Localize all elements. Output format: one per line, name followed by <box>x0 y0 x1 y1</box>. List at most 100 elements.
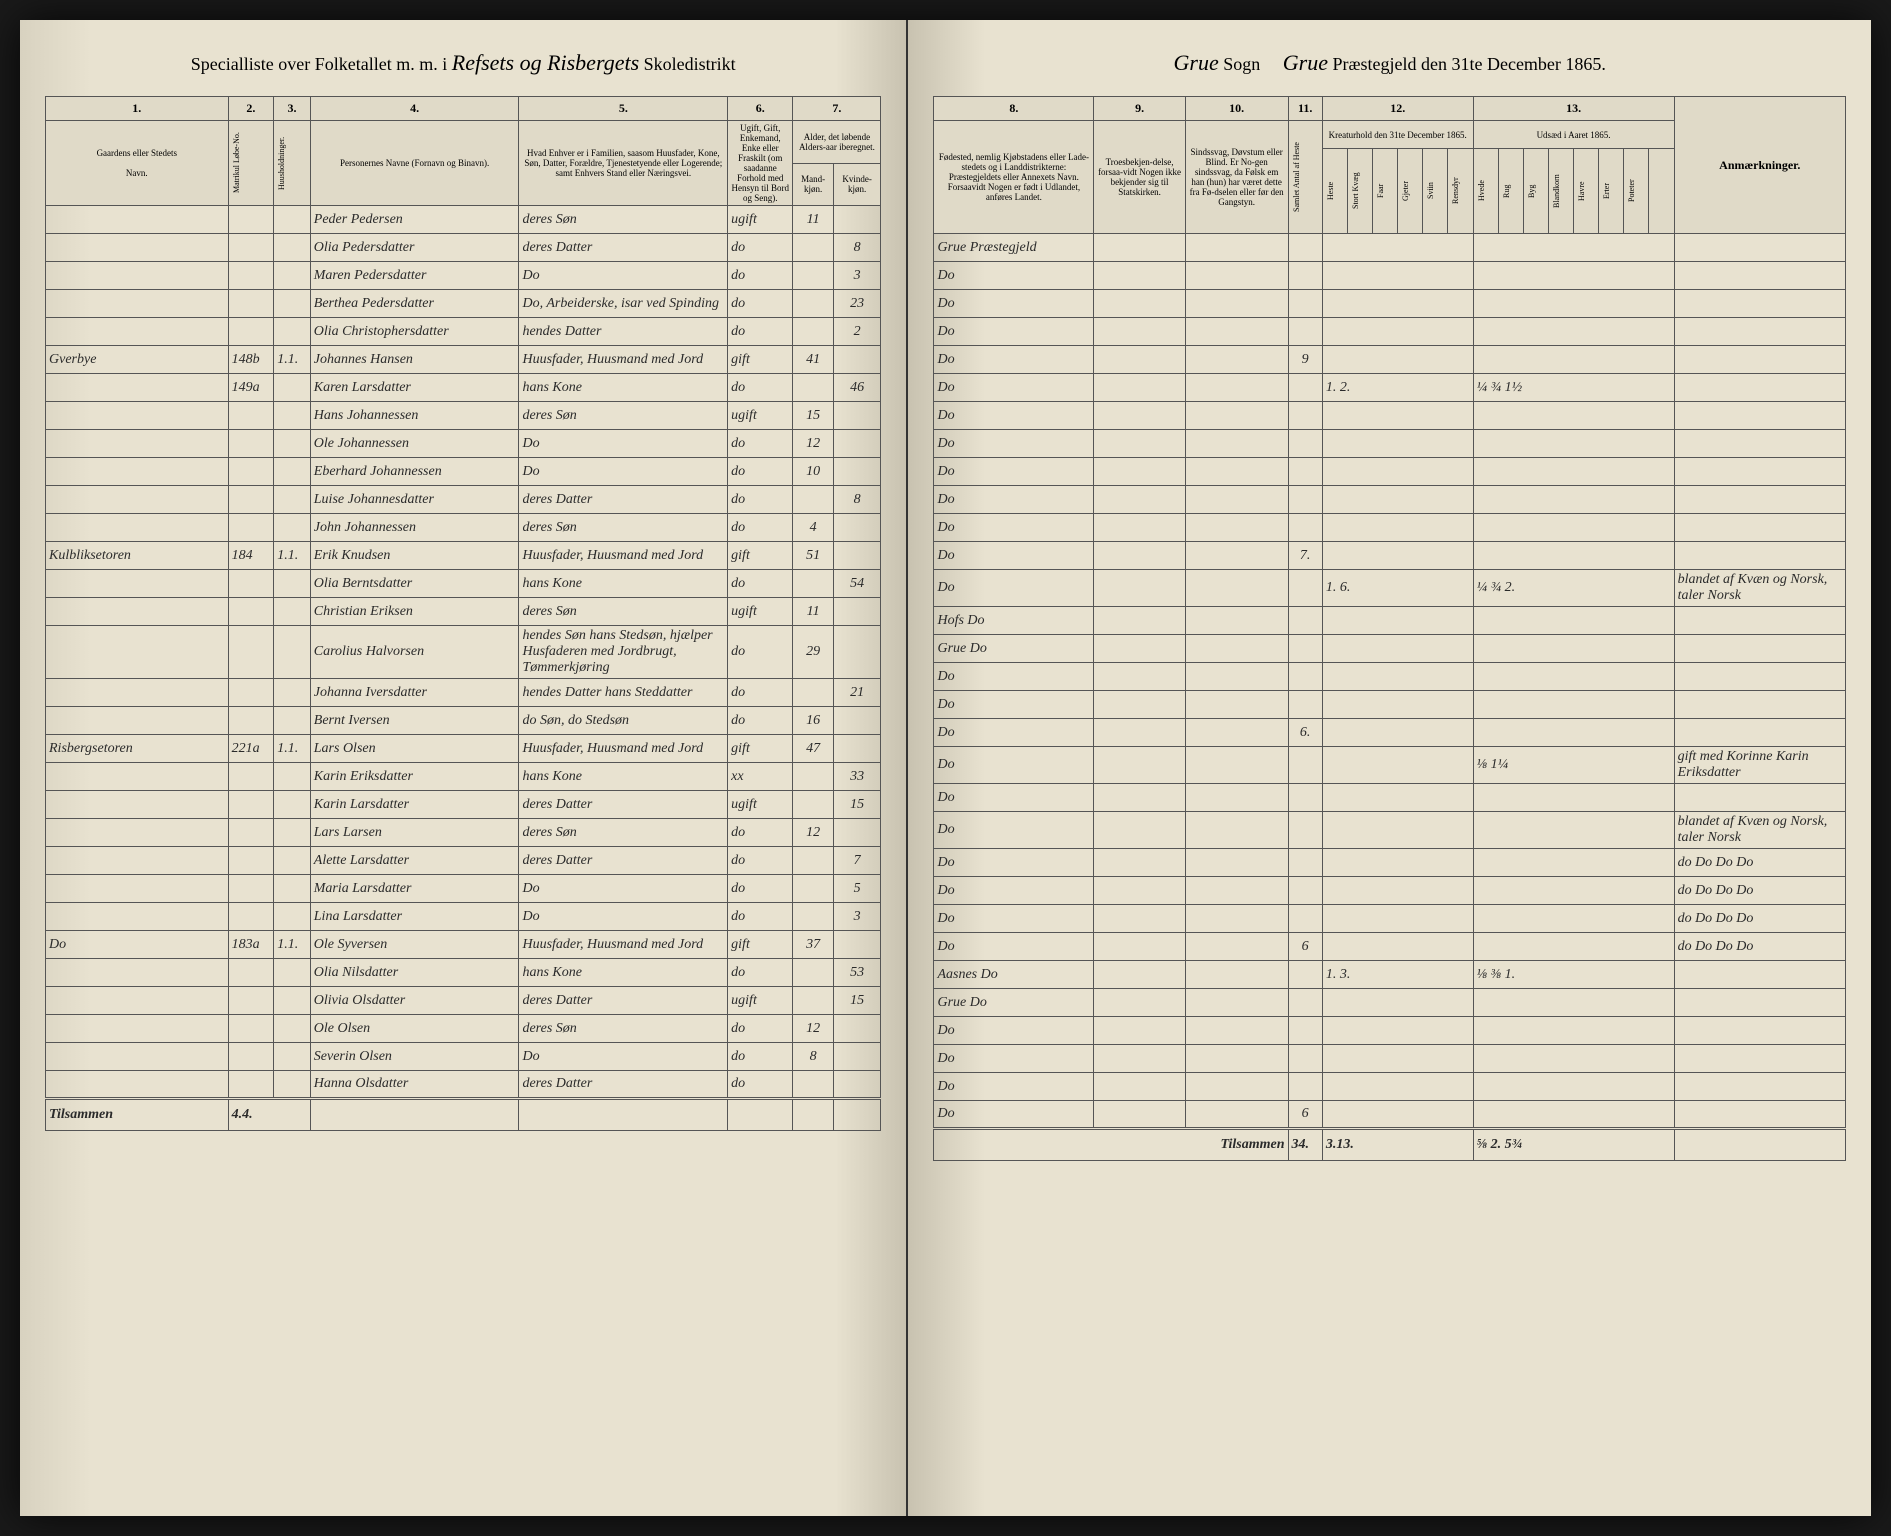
col-hus-head: Huusholdninger. <box>274 121 311 206</box>
col11-num: 11. <box>1288 97 1322 121</box>
table-row: Ole Olsenderes Søndo12 <box>46 1015 881 1043</box>
table-row: Olia Pedersdatterderes Datterdo8 <box>46 234 881 262</box>
table-row: Gverbye148b1.1.Johannes HansenHuusfader,… <box>46 346 881 374</box>
table-row: Dodo Do Do Do <box>934 905 1846 933</box>
sogn-label: Sogn <box>1223 54 1260 74</box>
table-row: Eberhard JohannessenDodo10 <box>46 458 881 486</box>
table-row: Grue Præstegjeld <box>934 234 1846 262</box>
census-book: Specialliste over Folketallet m. m. i Re… <box>20 20 1871 1516</box>
table-row: Do1. 6.¼ ¾ 2.blandet af Kvæn og Norsk, t… <box>934 570 1846 607</box>
table-row: Ole JohannessenDodo12 <box>46 430 881 458</box>
header-district: Refsets og Risbergets <box>452 50 639 75</box>
sogn-name: Grue <box>1174 50 1219 75</box>
header-prefix: Specialliste over Folketallet m. m. i <box>191 54 447 74</box>
sum-c13: ⅝ 2. 5¾ <box>1473 1129 1674 1161</box>
table-row: Do <box>934 1017 1846 1045</box>
col8-head: Fødested, nemlig Kjøbstadens eller Lade-… <box>934 121 1094 234</box>
col5-num: 5. <box>519 97 728 121</box>
table-row: Dodo Do Do Do <box>934 877 1846 905</box>
table-row: Carolius Halvorsenhendes Søn hans Stedsø… <box>46 626 881 679</box>
table-row: Maren PedersdatterDodo3 <box>46 262 881 290</box>
right-header: Grue Sogn Grue Præstegjeld den 31te Dece… <box>933 50 1846 76</box>
col13-num: 13. <box>1473 97 1674 121</box>
col7k-head: Kvinde-kjøn. <box>833 163 881 206</box>
left-footer-row: Tilsammen 4.4. <box>46 1099 881 1131</box>
table-row: Do6. <box>934 719 1846 747</box>
table-row: Do <box>934 1045 1846 1073</box>
col1-head: Gaardens eller Stedets Navn. <box>46 121 229 206</box>
tilsammen-label: Tilsammen <box>46 1099 229 1131</box>
table-row: Do <box>934 318 1846 346</box>
right-page: Grue Sogn Grue Præstegjeld den 31te Dece… <box>908 20 1871 1516</box>
col1-num: 1. <box>46 97 229 121</box>
table-row: Do <box>934 430 1846 458</box>
table-row: Doblandet af Kvæn og Norsk, taler Norsk <box>934 812 1846 849</box>
table-row: Peder Pedersenderes Sønugift11 <box>46 206 881 234</box>
table-row: Do <box>934 1073 1846 1101</box>
table-row: Olia Christophersdatterhendes Datterdo2 <box>46 318 881 346</box>
table-row: Lars Larsenderes Søndo12 <box>46 819 881 847</box>
col-anm-head: Anmærkninger. <box>1674 97 1845 234</box>
right-footer-row: Tilsammen 34. 3.13. ⅝ 2. 5¾ <box>934 1129 1846 1161</box>
right-table: 8. 9. 10. 11. 12. 13. Anmærkninger. Føde… <box>933 96 1846 1161</box>
col10-num: 10. <box>1185 97 1288 121</box>
table-row: Do <box>934 691 1846 719</box>
table-row: Olia Nilsdatterhans Konedo53 <box>46 959 881 987</box>
table-row: Aasnes Do1. 3.⅛ ⅜ 1. <box>934 961 1846 989</box>
table-row: Karin Larsdatterderes Datterugift15 <box>46 791 881 819</box>
table-row: Kulbliksetoren1841.1.Erik KnudsenHuusfad… <box>46 542 881 570</box>
table-row: Do <box>934 458 1846 486</box>
col2-num: 2. <box>228 97 274 121</box>
table-row: Do⅛ 1¼gift med Korinne Karin Eriksdatter <box>934 747 1846 784</box>
table-row: Do <box>934 784 1846 812</box>
col3-num: 3. <box>274 97 311 121</box>
col11-head: Samlet Antal af Heste <box>1288 121 1322 234</box>
table-row: Alette Larsdatterderes Datterdo7 <box>46 847 881 875</box>
prestegjeld-name: Grue <box>1283 50 1328 75</box>
left-sum: 4.4. <box>228 1099 310 1131</box>
table-row: Severin OlsenDodo8 <box>46 1043 881 1071</box>
table-row: Hanna Olsdatterderes Datterdo <box>46 1071 881 1099</box>
col8-num: 8. <box>934 97 1094 121</box>
col6-head: Ugift, Gift, Enkemand, Enke eller Fraski… <box>728 121 793 206</box>
table-row: Do6do Do Do Do <box>934 933 1846 961</box>
table-row: Hans Johannessenderes Sønugift15 <box>46 402 881 430</box>
table-row: 149aKaren Larsdatterhans Konedo46 <box>46 374 881 402</box>
col13-head: Udsæd i Aaret 1865. <box>1473 121 1674 149</box>
table-row: Lina LarsdatterDodo3 <box>46 903 881 931</box>
table-row: Karin Eriksdatterhans Konexx33 <box>46 763 881 791</box>
table-row: Do6 <box>934 1101 1846 1129</box>
col10-head: Sindssvag, Døvstum eller Blind. Er No-ge… <box>1185 121 1288 234</box>
table-row: Berthea PedersdatterDo, Arbeiderske, isa… <box>46 290 881 318</box>
table-row: Luise Johannesdatterderes Datterdo8 <box>46 486 881 514</box>
col9-num: 9. <box>1094 97 1185 121</box>
date-label: Præstegjeld den 31te December 1865. <box>1332 54 1605 74</box>
table-row: Do183a1.1.Ole SyversenHuusfader, Huusman… <box>46 931 881 959</box>
table-row: Christian Eriksenderes Sønugift11 <box>46 598 881 626</box>
table-row: Grue Do <box>934 635 1846 663</box>
col7m-head: Mand-kjøn. <box>793 163 833 206</box>
col12-head: Kreaturhold den 31te December 1865. <box>1322 121 1473 149</box>
col4-head: Personernes Navne (Fornavn og Binavn). <box>310 121 519 206</box>
left-table: 1. 2. 3. 4. 5. 6. 7. Gaardens eller Sted… <box>45 96 881 1131</box>
table-row: Grue Do <box>934 989 1846 1017</box>
table-row: Do <box>934 663 1846 691</box>
col-matr-head: Matrikul Løbe-No. <box>228 121 274 206</box>
table-row: Maria LarsdatterDodo5 <box>46 875 881 903</box>
table-row: Bernt Iversendo Søn, do Stedsøndo16 <box>46 707 881 735</box>
left-page: Specialliste over Folketallet m. m. i Re… <box>20 20 908 1516</box>
table-row: Do <box>934 290 1846 318</box>
col12-num: 12. <box>1322 97 1473 121</box>
col7-num: 7. <box>793 97 881 121</box>
table-row: Do <box>934 402 1846 430</box>
table-row: Do <box>934 486 1846 514</box>
table-row: Johanna Iversdatterhendes Datter hans St… <box>46 679 881 707</box>
table-row: Do1. 2.¼ ¾ 1½ <box>934 374 1846 402</box>
col4-num: 4. <box>310 97 519 121</box>
col5-head: Hvad Enhver er i Familien, saasom Huusfa… <box>519 121 728 206</box>
col9-head: Troesbekjen-delse, forsaa-vidt Nogen ikk… <box>1094 121 1185 234</box>
table-row: Do <box>934 514 1846 542</box>
table-row: Olivia Olsdatterderes Datterugift15 <box>46 987 881 1015</box>
table-row: Dodo Do Do Do <box>934 849 1846 877</box>
table-row: John Johannessenderes Søndo4 <box>46 514 881 542</box>
